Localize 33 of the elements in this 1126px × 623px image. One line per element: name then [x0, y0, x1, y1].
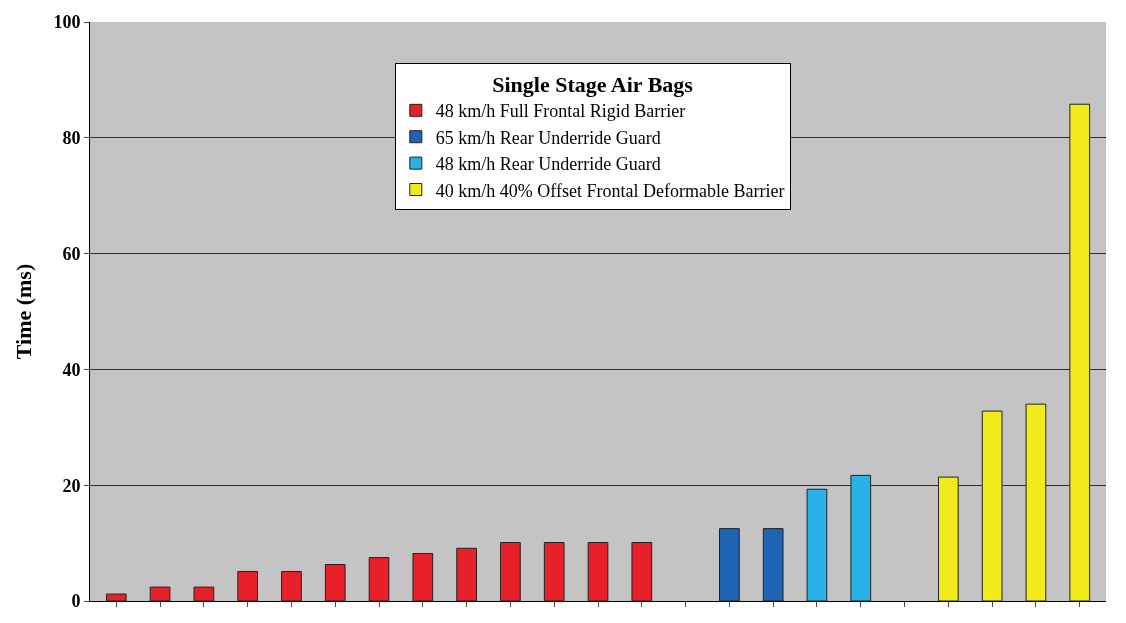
bar [149, 586, 171, 601]
legend-title: Single Stage Air Bags [492, 72, 694, 98]
bar [587, 542, 609, 601]
bar [981, 410, 1003, 601]
bar [1069, 103, 1091, 601]
y-tick-label: 0 [71, 591, 81, 612]
bar [762, 528, 784, 601]
y-tick-label: 60 [62, 243, 81, 264]
bar [456, 547, 477, 601]
legend-label: 40 km/h 40% Offset Frontal Deformable Barrier [435, 180, 785, 201]
y-axis-title: Time (ms) [11, 263, 37, 360]
legend-label: 48 km/h Rear Underride Guard [435, 154, 661, 175]
bar [324, 564, 346, 601]
bar [1025, 403, 1047, 601]
y-tick-label: 100 [53, 12, 81, 33]
bar [193, 586, 215, 601]
bar [281, 570, 302, 601]
bar [368, 557, 390, 601]
bar [543, 542, 565, 601]
bar [806, 488, 828, 601]
legend-label: 65 km/h Rear Underride Guard [435, 127, 661, 148]
bar [631, 542, 653, 601]
bar [719, 528, 740, 601]
bar [105, 593, 127, 601]
bar [412, 553, 434, 601]
bar [500, 542, 521, 601]
bar [937, 476, 959, 601]
y-tick-label: 20 [62, 475, 81, 496]
bar [850, 474, 872, 601]
bar [237, 570, 259, 601]
y-tick-label: 80 [62, 128, 81, 149]
y-tick-label: 40 [62, 359, 81, 380]
legend-label: 48 km/h Full Frontal Rigid Barrier [435, 101, 686, 122]
